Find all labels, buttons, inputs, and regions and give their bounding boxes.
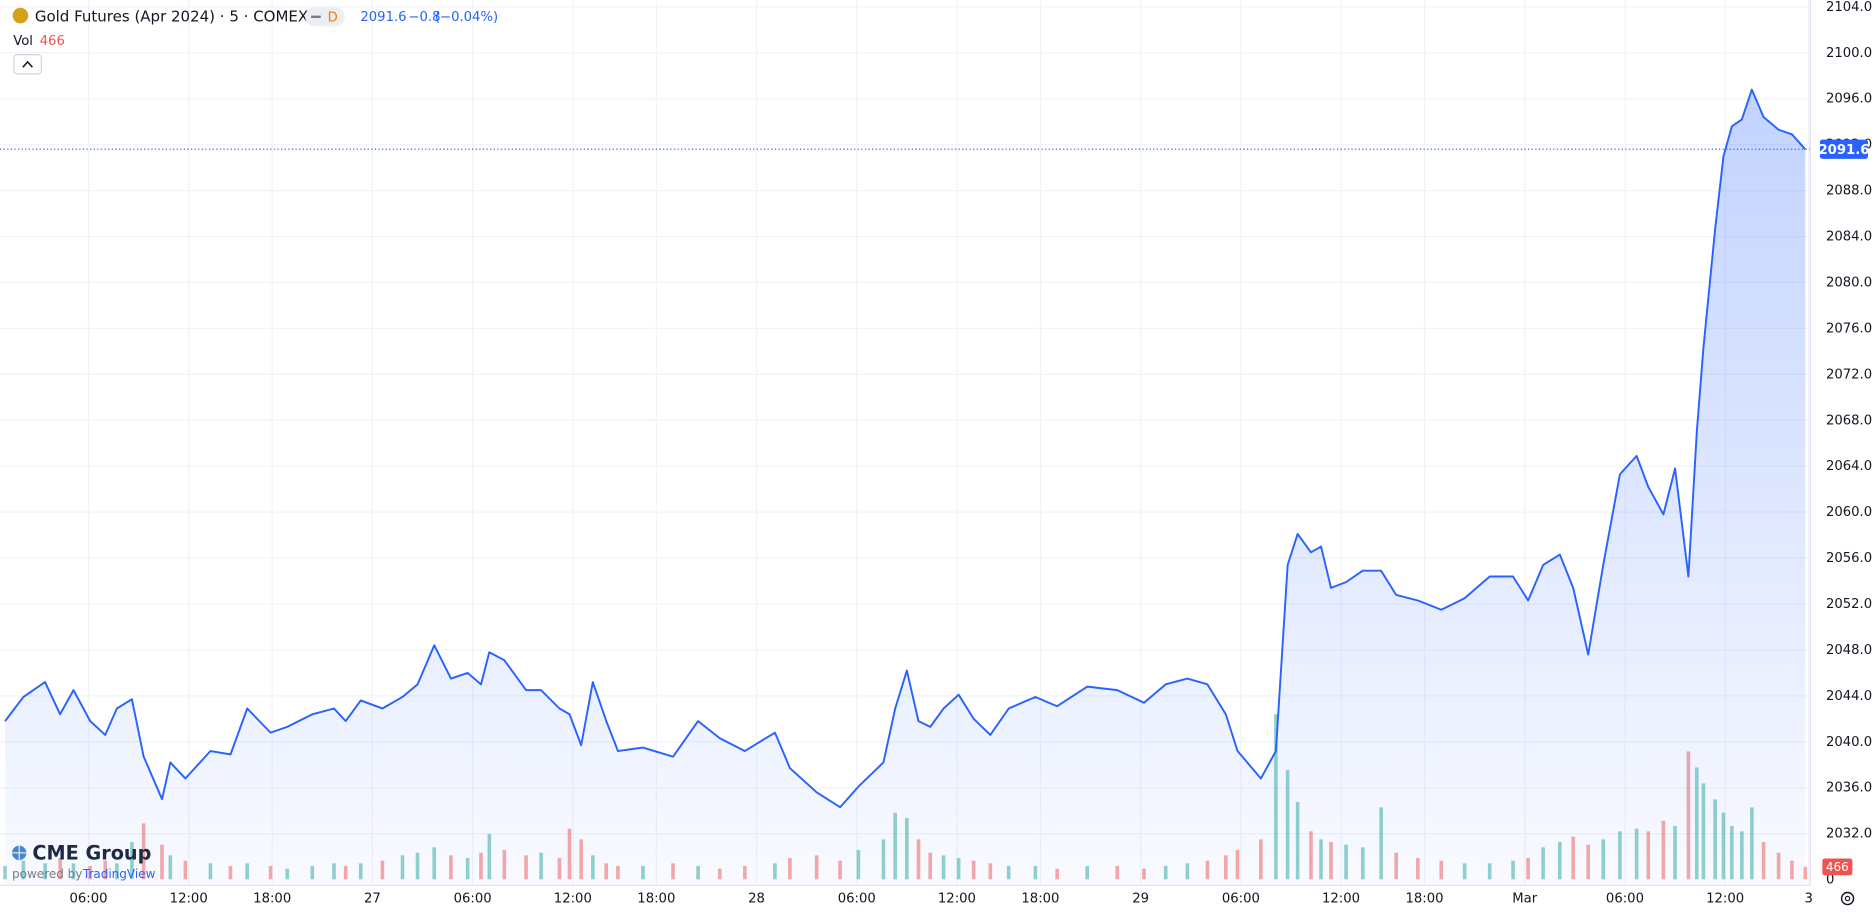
x-tick-label: 12:00: [554, 892, 592, 907]
y-tick-label: 2032.0: [1826, 827, 1872, 842]
x-tick-label: 18:00: [637, 892, 675, 907]
badge-dash: [311, 15, 321, 19]
x-tick-label: 12:00: [1322, 892, 1360, 907]
y-tick-label: 2076.0: [1826, 321, 1872, 336]
last-price-label: 2091.6: [1818, 143, 1869, 158]
branding: CME Group powered by TradingView: [12, 842, 156, 881]
legend: Gold Futures (Apr 2024) · 5 · COMEX D 20…: [12, 7, 498, 75]
x-tick-label: 06:00: [1222, 892, 1260, 907]
interval-badge: D: [328, 10, 338, 25]
volume-badge-label: 466: [1826, 860, 1849, 874]
x-tick-label: 12:00: [1706, 892, 1744, 907]
x-tick-label: 18:00: [1021, 892, 1059, 907]
change: −0.8: [408, 10, 440, 25]
x-tick-label: 29: [1132, 892, 1149, 907]
y-tick-label: 2088.0: [1826, 184, 1872, 199]
y-tick-label: 2052.0: [1826, 597, 1872, 612]
gear-center[interactable]: [1844, 895, 1851, 902]
y-tick-label: 2048.0: [1826, 643, 1872, 658]
y-tick-label: 2100.0: [1826, 46, 1872, 61]
price-line: [4, 88, 1807, 809]
y-tick-label: 2064.0: [1826, 459, 1872, 474]
globe-lines: [12, 845, 27, 861]
x-tick-label: 3: [1804, 892, 1812, 907]
last-price: 2091.6: [360, 10, 406, 25]
badge: [305, 7, 345, 27]
vol-value: 466: [40, 34, 65, 49]
x-tick-label: 06:00: [69, 892, 107, 907]
area-fill: [5, 89, 1806, 886]
y-tick-label: 2068.0: [1826, 413, 1872, 428]
x-tick-label: 18:00: [1406, 892, 1444, 907]
x-tick-label: 12:00: [170, 892, 208, 907]
change-pct: (−0.04%): [435, 10, 498, 25]
collapse-button[interactable]: [13, 54, 43, 75]
last-price-badge: [1819, 139, 1868, 159]
y2-tick-label: 0: [1826, 872, 1834, 887]
symbol-title: Gold Futures (Apr 2024) · 5 · COMEX: [35, 7, 308, 25]
x-tick-label: 06:00: [838, 892, 876, 907]
collapse-button-box[interactable]: [13, 54, 43, 75]
x-tick-label: 28: [748, 892, 765, 907]
y-tick-label: 2080.0: [1826, 275, 1872, 290]
x-tick-label: 06:00: [1606, 892, 1644, 907]
volume-bar: [3, 865, 7, 880]
x-tick-label: 27: [364, 892, 381, 907]
y-tick-label: 2072.0: [1826, 367, 1872, 382]
x-tick-label: 12:00: [938, 892, 976, 907]
y-tick-label: 2040.0: [1826, 735, 1872, 750]
x-tick-label: 18:00: [253, 892, 291, 907]
gear-icon[interactable]: [1840, 891, 1855, 906]
y-tick-label: 2084.0: [1826, 230, 1872, 245]
y-tick-label: 2036.0: [1826, 781, 1872, 796]
provider: TradingView: [82, 867, 156, 881]
symbol-icon: [12, 7, 29, 24]
x-tick-label: 06:00: [454, 892, 492, 907]
volume-bar: [1803, 866, 1808, 880]
y-tick-label: 2060.0: [1826, 505, 1872, 520]
settings-button[interactable]: [1840, 891, 1855, 906]
y-tick-label: 2096.0: [1826, 92, 1872, 107]
caret[interactable]: [22, 60, 34, 68]
volume-badge: [1822, 858, 1853, 876]
y-tick-label: 2056.0: [1826, 551, 1872, 566]
cme-logo: CME Group: [32, 842, 151, 865]
y-tick-label: 2104.0: [1826, 0, 1872, 15]
powered-by: powered by: [12, 867, 82, 881]
y-tick-label: 2044.0: [1826, 689, 1872, 704]
vol-label: Vol: [13, 34, 33, 49]
x-tick-label: Mar: [1512, 892, 1537, 907]
